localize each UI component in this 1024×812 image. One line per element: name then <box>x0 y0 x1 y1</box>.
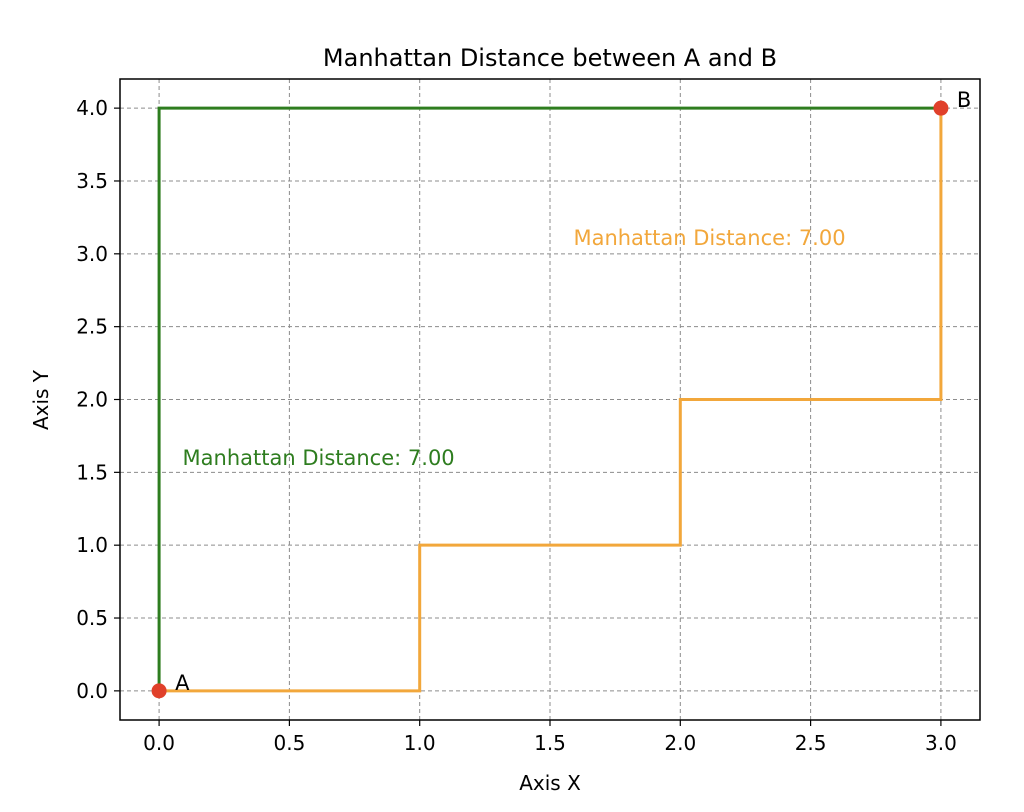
x-axis-label: Axis X <box>519 771 581 795</box>
points-layer: AB <box>151 88 971 699</box>
y-tick-label: 4.0 <box>76 96 108 120</box>
x-tick-label: 0.5 <box>273 731 305 755</box>
point-b-marker <box>933 100 949 116</box>
y-axis-label: Axis Y <box>29 369 53 430</box>
point-a-marker <box>151 683 167 699</box>
distance-annotation: Manhattan Distance: 7.00 <box>573 226 845 250</box>
y-tick-label: 3.0 <box>76 242 108 266</box>
path-series-1 <box>157 106 941 691</box>
y-tick-label: 1.0 <box>76 533 108 557</box>
x-axis-ticks: 0.0 0.5 1.0 1.5 2.0 2.5 3.0 <box>143 720 957 755</box>
distance-annotation: Manhattan Distance: 7.00 <box>183 446 455 470</box>
point-b-label: B <box>957 88 971 112</box>
point-a-label: A <box>175 671 190 695</box>
x-tick-label: 0.0 <box>143 731 175 755</box>
chart-title: Manhattan Distance between A and B <box>323 44 777 72</box>
y-tick-label: 2.0 <box>76 388 108 412</box>
path-series-2 <box>159 108 943 693</box>
y-tick-label: 0.5 <box>76 606 108 630</box>
y-tick-label: 1.5 <box>76 460 108 484</box>
y-tick-label: 2.5 <box>76 315 108 339</box>
series-layer <box>157 106 943 693</box>
annotation-layer: Manhattan Distance: 7.00 Manhattan Distan… <box>183 226 846 470</box>
x-tick-label: 2.0 <box>664 731 696 755</box>
x-tick-label: 1.5 <box>534 731 566 755</box>
x-tick-label: 3.0 <box>925 731 957 755</box>
x-tick-label: 2.5 <box>795 731 827 755</box>
x-tick-label: 1.0 <box>404 731 436 755</box>
y-tick-label: 0.0 <box>76 679 108 703</box>
y-axis-ticks: 0.0 0.5 1.0 1.5 2.0 2.5 3.0 3.5 4.0 <box>76 96 120 703</box>
y-tick-label: 3.5 <box>76 169 108 193</box>
